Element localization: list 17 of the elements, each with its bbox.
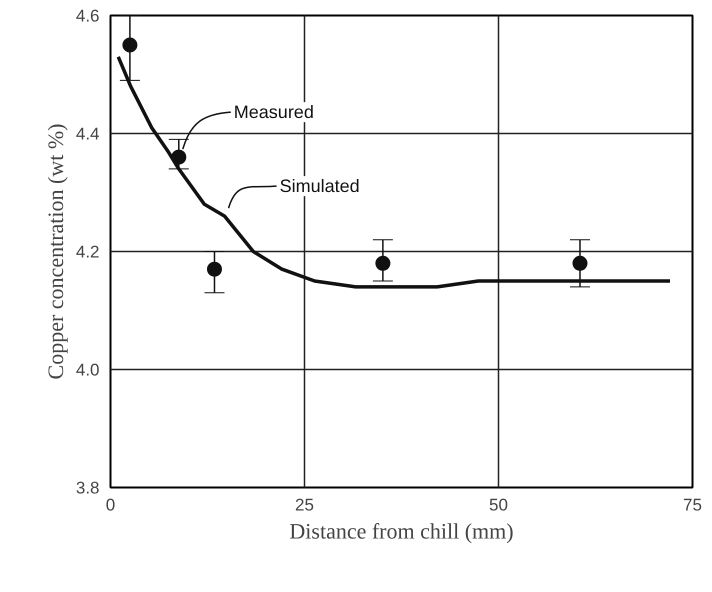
x-tick-label: 50 [489, 496, 508, 514]
x-tick-label: 75 [683, 496, 702, 514]
y-tick-label: 4.6 [76, 6, 100, 26]
y-tick-label: 3.8 [76, 478, 100, 498]
point [375, 256, 390, 271]
text: Measured [234, 102, 314, 122]
point [122, 38, 138, 52]
x-axis-title: Distance from chill (mm) [289, 518, 514, 544]
point [572, 256, 588, 271]
x-tick-label: 25 [295, 496, 314, 514]
y-tick-label: 4.0 [76, 360, 100, 380]
point [206, 262, 222, 277]
x-tick-label: 0 [106, 496, 116, 514]
y-axis-title: Copper concentration (wt %) [42, 124, 68, 380]
y-tick-label: 4.4 [76, 124, 100, 144]
legend-label: Simulated [280, 176, 360, 196]
y-tick-label: 4.2 [76, 242, 100, 262]
